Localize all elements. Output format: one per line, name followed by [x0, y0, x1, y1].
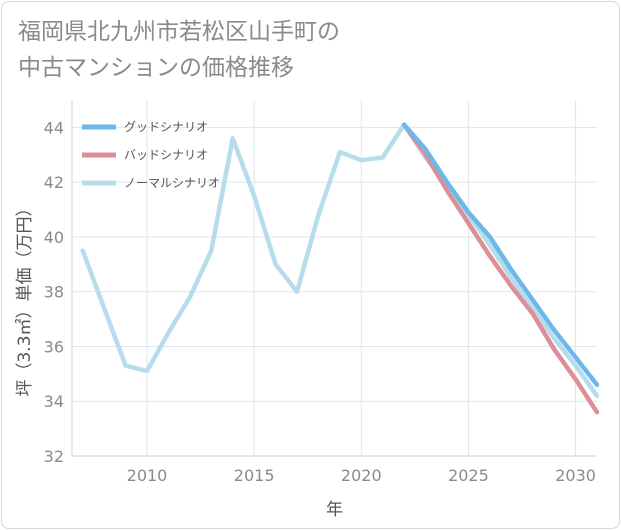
axes: 32 34 36 38 40 42 44 2010 2015 2020 2025 2030: [44, 100, 597, 485]
y-tick-label-38: 38: [44, 283, 64, 302]
legend-label-1: バッドシナリオ: [124, 148, 208, 162]
y-tick-label-36: 36: [44, 337, 64, 356]
series-line-1: [401, 122, 600, 415]
y-tick-label-40: 40: [44, 228, 64, 247]
y-tick-label-32: 32: [44, 447, 64, 466]
y-tick-label-34: 34: [44, 392, 64, 411]
x-tick-label-2020: 2020: [341, 466, 382, 485]
series-line-2: [80, 122, 600, 399]
x-tick-label-2015: 2015: [234, 466, 275, 485]
x-axis-label: 年: [326, 500, 343, 520]
legend-label-2: ノーマルシナリオ: [124, 176, 220, 190]
y-tick-label-42: 42: [44, 173, 64, 192]
y-axis-label: 坪（3.3㎡）単価（万円）: [15, 199, 35, 396]
series-lines: [80, 122, 600, 415]
chart-title: 福岡県北九州市若松区山手町の 中古マンションの価格推移: [18, 19, 340, 81]
series-line-0: [401, 122, 600, 388]
y-tick-label-44: 44: [44, 118, 64, 137]
x-tick-label-2030: 2030: [555, 466, 596, 485]
x-tick-label-2025: 2025: [448, 466, 489, 485]
legend-label-0: グッドシナリオ: [124, 120, 208, 134]
x-tick-label-2010: 2010: [127, 466, 168, 485]
